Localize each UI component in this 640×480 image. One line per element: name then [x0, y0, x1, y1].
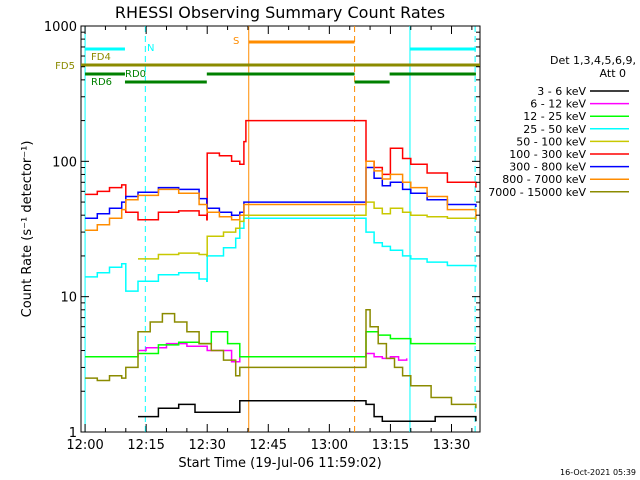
x-tick-label: 13:15 — [372, 438, 409, 453]
legend-header-line1: Det 1,3,4,5,6,9, — [550, 54, 636, 67]
series-layer — [85, 119, 477, 423]
series-line-7 — [85, 160, 477, 231]
y-tick-label: 100 — [52, 155, 77, 170]
series-line-3 — [85, 217, 477, 292]
legend-label: 50 - 100 keV — [516, 135, 586, 148]
flag-label-rd6: RD6 — [91, 77, 112, 88]
x-axis-label: Start Time (19-Jul-06 11:59:02) — [178, 456, 381, 471]
legend-label: 25 - 50 keV — [523, 123, 586, 136]
series-line-8 — [85, 309, 477, 409]
x-tick-label: 13:30 — [433, 438, 470, 453]
series-line-5 — [85, 119, 477, 221]
legend-header-line2: Att 0 — [600, 67, 626, 80]
series-line-0 — [138, 400, 477, 423]
legend-label: 800 - 7000 keV — [502, 173, 586, 186]
chart-title: RHESSI Observing Summary Count Rates — [115, 3, 445, 22]
legend-label: 7000 - 15000 keV — [488, 186, 586, 199]
y-tick-label: 1 — [69, 426, 77, 441]
x-tick-label: 13:00 — [311, 438, 348, 453]
legend-label: 6 - 12 keV — [530, 98, 586, 111]
flag-label-s: S — [233, 36, 239, 47]
series-line-2 — [85, 331, 476, 358]
x-axis-ticks: 12:00 12:15 12:30 12:45 13:00 13:15 13:30 — [66, 26, 473, 453]
x-tick-label: 12:45 — [250, 438, 287, 453]
flag-label-rd0: RD0 — [125, 69, 146, 80]
legend-label: 300 - 800 keV — [509, 161, 586, 174]
flag-label-fd4: FD4 — [91, 52, 111, 63]
flag-label-n: N — [147, 43, 154, 54]
event-lines — [84, 26, 476, 432]
y-axis-ticks: 1 10 100 1000 — [44, 20, 480, 441]
y-axis-label: Count Rate (s⁻¹ detector⁻¹) — [20, 141, 35, 318]
series-line-6 — [85, 166, 477, 219]
legend-label: 3 - 6 keV — [537, 85, 586, 98]
x-tick-label: 12:00 — [66, 438, 103, 453]
flag-label-fd5: FD5 — [55, 61, 75, 72]
plot-frame — [80, 25, 481, 433]
x-tick-label: 12:30 — [188, 438, 225, 453]
legend-label: 12 - 25 keV — [523, 110, 586, 123]
y-tick-label: 10 — [60, 291, 77, 306]
x-tick-label: 12:15 — [127, 438, 164, 453]
footer-timestamp: 16-Oct-2021 05:39 — [560, 468, 636, 477]
y-tick-label: 1000 — [44, 20, 77, 35]
flag-bars: N S FD4 FD5 RD0 RD6 — [55, 36, 480, 88]
legend-label: 100 - 300 keV — [509, 148, 586, 161]
